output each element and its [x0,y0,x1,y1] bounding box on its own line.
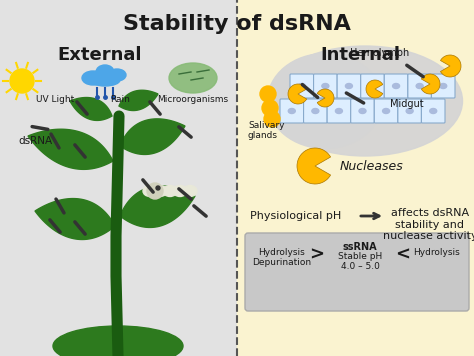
Ellipse shape [108,69,126,81]
FancyBboxPatch shape [290,74,314,98]
Text: Hemolymph: Hemolymph [350,48,410,58]
Circle shape [156,186,160,190]
Text: Hydrolysis: Hydrolysis [414,248,460,257]
FancyBboxPatch shape [384,74,408,98]
Ellipse shape [96,65,114,79]
Text: Physiological pH: Physiological pH [250,211,341,221]
Ellipse shape [383,109,390,114]
Ellipse shape [369,84,376,89]
Text: 4.0 – 5.0: 4.0 – 5.0 [340,262,380,271]
FancyBboxPatch shape [421,99,445,123]
Polygon shape [119,90,158,110]
Ellipse shape [346,84,353,89]
Ellipse shape [406,109,413,114]
Text: ssRNA: ssRNA [343,242,377,252]
Ellipse shape [143,185,157,197]
Ellipse shape [440,84,447,89]
FancyBboxPatch shape [337,74,361,98]
FancyBboxPatch shape [351,99,374,123]
FancyBboxPatch shape [314,74,337,98]
Ellipse shape [173,185,187,197]
Wedge shape [421,74,440,94]
FancyBboxPatch shape [431,74,455,98]
Bar [0,0,237,356]
Ellipse shape [163,185,177,197]
Ellipse shape [416,84,423,89]
Circle shape [264,111,280,127]
Circle shape [10,69,34,93]
Circle shape [260,86,276,102]
Ellipse shape [430,109,437,114]
Polygon shape [120,119,185,155]
Text: Midgut: Midgut [390,99,424,109]
Ellipse shape [82,71,104,85]
Wedge shape [440,55,461,77]
Ellipse shape [183,185,197,197]
Ellipse shape [392,84,400,89]
FancyBboxPatch shape [327,99,351,123]
Wedge shape [297,148,330,184]
FancyBboxPatch shape [361,74,384,98]
Text: >: > [310,246,325,264]
Polygon shape [35,199,115,240]
Ellipse shape [153,185,167,197]
Ellipse shape [267,46,463,156]
Wedge shape [288,84,307,104]
FancyBboxPatch shape [374,99,398,123]
Text: dsRNA: dsRNA [18,136,52,146]
Ellipse shape [322,84,329,89]
Text: Hydrolysis
Depurination: Hydrolysis Depurination [253,248,311,267]
Polygon shape [70,98,112,120]
Circle shape [147,183,163,199]
Ellipse shape [267,53,383,148]
Circle shape [262,100,278,116]
Text: UV Light: UV Light [36,95,74,104]
Text: <: < [395,246,410,264]
Ellipse shape [90,74,120,86]
Bar [237,0,474,356]
Text: Internal: Internal [320,46,400,64]
Text: External: External [58,46,142,64]
Ellipse shape [359,109,366,114]
FancyBboxPatch shape [280,99,303,123]
Text: Stability of dsRNA: Stability of dsRNA [123,14,351,34]
Ellipse shape [288,109,295,114]
Ellipse shape [298,84,305,89]
Polygon shape [120,186,195,227]
Ellipse shape [53,326,183,356]
FancyBboxPatch shape [245,233,469,311]
Polygon shape [28,129,113,169]
FancyBboxPatch shape [303,99,327,123]
Text: Rain: Rain [110,95,130,104]
FancyBboxPatch shape [398,99,421,123]
Ellipse shape [336,109,342,114]
Text: Microorganisms: Microorganisms [157,95,228,104]
Text: Nucleases: Nucleases [340,159,404,173]
Text: Salivary
glands: Salivary glands [248,121,284,140]
Wedge shape [317,89,334,107]
FancyBboxPatch shape [408,74,431,98]
Ellipse shape [169,63,217,93]
Text: affects dsRNA
stability and
nuclease activity: affects dsRNA stability and nuclease act… [383,208,474,241]
Wedge shape [366,80,383,98]
Ellipse shape [312,109,319,114]
Text: Stable pH: Stable pH [338,252,382,261]
